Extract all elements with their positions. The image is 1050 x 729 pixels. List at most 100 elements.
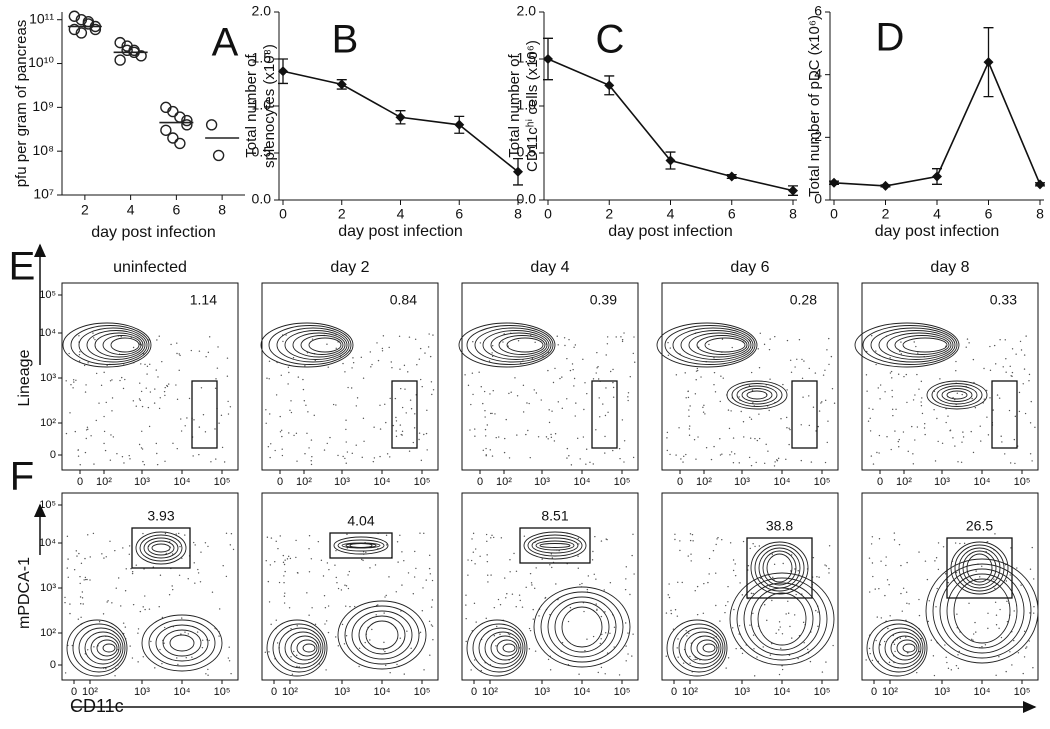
x-tick-label: 2	[882, 206, 890, 222]
event-dot	[202, 413, 205, 416]
event-dot	[515, 570, 518, 572]
event-dot	[708, 557, 711, 560]
event-dot	[346, 451, 349, 453]
event-dot	[609, 632, 611, 634]
event-dot	[384, 403, 386, 406]
x-tick-label: 0	[471, 686, 477, 698]
event-dot	[373, 426, 375, 428]
event-dot	[753, 648, 755, 650]
event-dot	[218, 608, 221, 610]
data-point	[983, 57, 994, 68]
event-dot	[66, 567, 68, 569]
event-dot	[345, 462, 347, 464]
event-dot	[772, 576, 774, 579]
event-dot	[962, 431, 964, 433]
event-dot	[208, 336, 211, 338]
event-dot	[379, 455, 381, 458]
event-dot	[604, 414, 607, 417]
contour	[731, 383, 783, 407]
event-dot	[905, 591, 908, 593]
event-dot	[159, 397, 161, 399]
event-dot	[754, 545, 756, 548]
event-dot	[734, 563, 736, 565]
event-dot	[379, 428, 382, 430]
event-dot	[1011, 664, 1013, 666]
event-dot	[428, 554, 431, 557]
contour	[169, 634, 195, 652]
y-axis-label: mPDCA-1	[16, 557, 33, 629]
event-dot	[905, 619, 907, 621]
contour	[300, 335, 344, 355]
event-dot	[918, 551, 920, 553]
event-dot	[550, 433, 552, 436]
event-dot	[100, 384, 103, 387]
event-dot	[377, 604, 379, 606]
contour	[94, 332, 144, 358]
contour	[62, 322, 152, 368]
contour	[878, 330, 954, 360]
event-dot	[918, 598, 920, 601]
contour	[531, 537, 579, 554]
event-dot	[1006, 600, 1008, 603]
data-point	[880, 180, 891, 191]
event-dot	[310, 460, 312, 462]
x-axis-label: day post infection	[91, 224, 216, 241]
event-dot	[627, 632, 629, 634]
event-dot	[627, 399, 629, 402]
event-dot	[484, 416, 486, 418]
event-dot	[880, 617, 883, 619]
event-dot	[995, 363, 997, 365]
event-dot	[531, 358, 534, 360]
contour	[351, 610, 413, 660]
event-dot	[902, 431, 905, 433]
event-dot	[282, 554, 285, 557]
event-dot	[514, 377, 516, 379]
event-dot	[705, 446, 708, 449]
event-dot	[803, 360, 805, 362]
y-tick-label: 10⁵	[39, 289, 56, 301]
event-dot	[687, 396, 690, 399]
event-dot	[348, 570, 351, 573]
event-dot	[824, 461, 827, 464]
event-dot	[408, 336, 411, 338]
event-dot	[599, 416, 601, 418]
event-dot	[817, 425, 819, 428]
event-dot	[344, 457, 346, 460]
event-dot	[785, 613, 787, 615]
y-tick-label: 1.0	[252, 97, 272, 113]
event-dot	[376, 342, 378, 344]
event-dot	[742, 540, 745, 543]
event-dot	[682, 461, 684, 463]
x-tick-label: 10²	[82, 686, 98, 698]
x-tick-label: 10²	[682, 686, 698, 698]
event-dot	[155, 442, 158, 445]
contour	[762, 550, 797, 586]
event-dot	[177, 663, 179, 666]
event-dot	[995, 624, 998, 626]
event-dot	[820, 402, 822, 404]
event-dot	[732, 569, 735, 572]
event-dot	[688, 434, 691, 436]
event-dot	[798, 339, 801, 341]
event-dot	[975, 631, 977, 633]
event-dot	[77, 618, 80, 620]
data-point	[135, 50, 147, 62]
event-dot	[142, 532, 144, 535]
event-dot	[549, 669, 552, 671]
contour	[268, 325, 352, 365]
event-dot	[955, 369, 957, 372]
event-dot	[275, 394, 278, 396]
x-tick-label: 4	[127, 202, 135, 218]
data-point	[68, 10, 81, 22]
contour	[365, 620, 399, 650]
event-dot	[869, 652, 871, 655]
event-dot	[401, 430, 404, 433]
event-dot	[609, 370, 612, 373]
event-dot	[283, 602, 286, 604]
event-dot	[576, 437, 579, 440]
event-dot	[84, 451, 87, 454]
contour	[939, 568, 1025, 654]
event-dot	[1032, 667, 1034, 669]
event-dot	[788, 427, 790, 429]
event-dot	[1022, 383, 1024, 385]
